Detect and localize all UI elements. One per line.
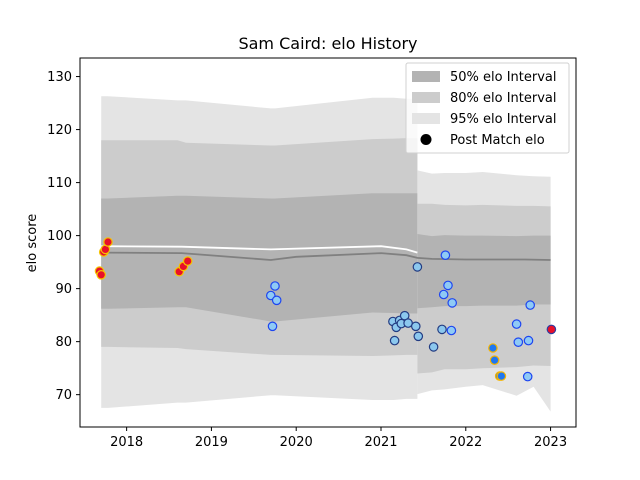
post-match-point [437,324,447,335]
post-match-point [522,371,533,382]
legend-swatch [412,113,440,124]
x-tick-label: 2019 [195,435,228,450]
x-tick-label: 2018 [110,435,143,450]
elo-lines [101,245,551,261]
legend-label: 80% elo Interval [450,91,557,106]
post-match-point [428,342,439,352]
legend-swatch [412,92,440,103]
legend-label: Post Match elo [450,133,545,148]
x-axis: 2018 2019 2020 2021 2022 2023 [110,427,567,450]
post-match-point [412,262,423,272]
post-match-point [523,335,534,346]
post-match-point [546,324,557,335]
x-tick-label: 2020 [280,435,313,450]
y-tick-label: 130 [47,70,72,85]
mean-elo-line [101,251,551,261]
post-match-point [496,371,507,381]
post-match-point [513,337,524,347]
post-match-point [447,298,457,308]
y-tick-label: 110 [47,176,72,191]
post-match-point [525,300,535,310]
y-tick-label: 90 [55,282,72,297]
legend-box [405,62,570,154]
band-50-main [101,193,418,322]
upper-elo-line [101,245,418,254]
y-tick-label: 80 [55,335,72,350]
post-match-point [443,280,453,291]
band-50-tail [417,234,551,309]
legend-swatch [412,71,440,82]
y-tick-label: 100 [47,229,72,244]
post-match-point [413,331,424,342]
post-match-point [489,355,500,365]
y-axis: 70 80 90 100 110 120 130 [47,70,80,403]
legend-label: 95% elo Interval [450,112,557,127]
post-match-point [103,237,113,247]
legend-label: 50% elo Interval [450,70,557,85]
post-match-point [438,289,449,300]
y-tick-label: 70 [55,388,72,403]
y-tick-label: 120 [47,123,72,138]
post-match-point [488,343,498,353]
post-match-point [270,281,280,291]
post-match-points [94,237,557,382]
plot-frame [79,57,577,428]
y-axis-label: elo score [25,214,40,273]
post-match-point [96,269,106,280]
interval-bands [101,96,551,412]
chart-title: Sam Caird: elo History [238,34,417,53]
post-match-point [267,321,278,332]
post-match-point [446,325,457,336]
x-tick-label: 2022 [449,435,482,450]
post-match-point [389,335,400,346]
post-match-point [511,319,522,329]
post-match-point [410,321,421,332]
post-match-point [440,250,451,260]
legend: 50% elo Interval 80% elo Interval 95% elo … [405,62,570,154]
x-tick-label: 2023 [534,435,567,450]
post-match-point [271,295,282,306]
legend-marker [420,134,432,145]
post-match-point [182,256,193,266]
x-tick-label: 2021 [364,435,397,450]
